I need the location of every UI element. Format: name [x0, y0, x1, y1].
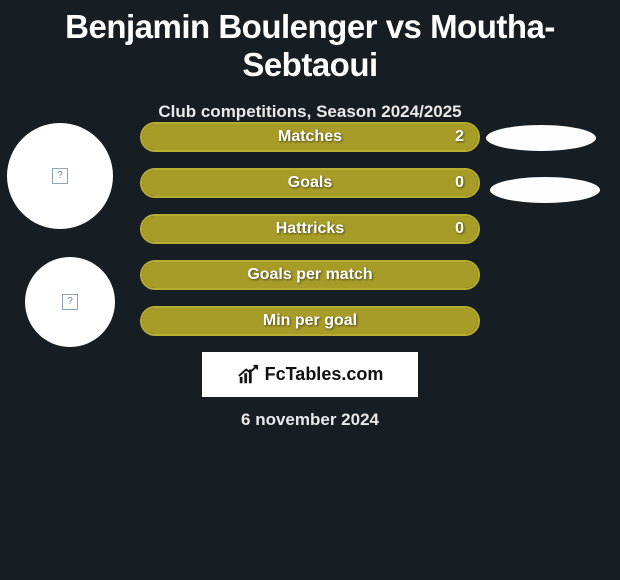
stat-bar: Matches2	[140, 122, 480, 152]
player-portrait-2: ?	[25, 257, 115, 347]
page-subtitle: Club competitions, Season 2024/2025	[0, 102, 620, 122]
missing-image-icon: ?	[52, 168, 68, 184]
date-stamp: 6 november 2024	[0, 410, 620, 430]
stat-bar-value: 2	[455, 128, 464, 146]
stat-bar-value: 0	[455, 220, 464, 238]
stat-bar-label: Goals per match	[142, 266, 478, 284]
chart-icon	[237, 364, 259, 386]
page-title: Benjamin Boulenger vs Moutha-Sebtaoui	[0, 0, 620, 84]
stat-bar: Hattricks0	[140, 214, 480, 244]
stat-bars: Matches2Goals0Hattricks0Goals per matchM…	[140, 122, 480, 352]
stat-bar: Goals per match	[140, 260, 480, 290]
missing-image-icon: ?	[62, 294, 78, 310]
stat-pill-1	[486, 125, 596, 151]
brand-badge[interactable]: FcTables.com	[202, 352, 418, 397]
stat-bar-value: 0	[455, 174, 464, 192]
stat-bar-label: Min per goal	[142, 312, 478, 330]
brand-text: FcTables.com	[265, 364, 384, 385]
stat-bar: Goals0	[140, 168, 480, 198]
stat-bar-label: Matches	[142, 128, 478, 146]
stat-bar-label: Goals	[142, 174, 478, 192]
stat-bar-label: Hattricks	[142, 220, 478, 238]
stat-pill-2	[490, 177, 600, 203]
player-portrait-1: ?	[7, 123, 113, 229]
stat-bar: Min per goal	[140, 306, 480, 336]
